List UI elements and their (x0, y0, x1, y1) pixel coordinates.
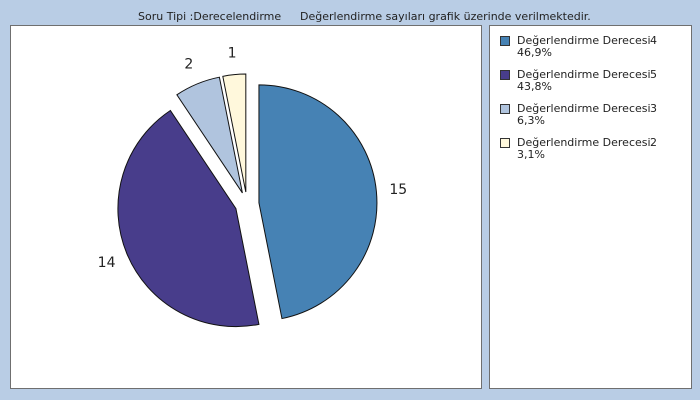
legend-code: 2 (650, 136, 657, 149)
pie-slice-3 (176, 76, 243, 194)
pie-value-label-3: 2 (184, 57, 193, 73)
pie-slice-5 (117, 109, 260, 328)
chart-header: Soru Tipi :Derecelendirme Değerlendirme … (0, 10, 700, 26)
pie-value-label-2: 1 (228, 46, 237, 62)
legend-code: 4 (650, 34, 657, 47)
legend-swatch (500, 138, 510, 148)
plot-area: 15 14 2 1 (10, 25, 482, 389)
header-note: Değerlendirme sayıları grafik üzerinde v… (300, 10, 591, 23)
legend-label: Değerlendirme Derecesi (517, 102, 651, 115)
pie-chart: 15 14 2 1 (98, 46, 407, 328)
legend-percent: 43,8% (517, 80, 552, 93)
pie-value-label-5: 14 (98, 255, 116, 271)
legend-label: Değerlendirme Derecesi (517, 68, 651, 81)
question-type-label: Soru Tipi :Derecelendirme (138, 10, 282, 23)
legend-percent: 46,9% (517, 46, 552, 59)
legend-code: 5 (650, 68, 657, 81)
legend-label: Değerlendirme Derecesi (517, 136, 651, 149)
pie-value-label-4: 15 (389, 182, 407, 198)
legend-swatch (500, 36, 510, 46)
pie-slice-2 (222, 73, 247, 193)
pie-slice-4 (258, 84, 378, 320)
legend: Değerlendirme Derecesi 4 46,9% Değerlendirm… (489, 25, 692, 389)
legend-percent: 6,3% (517, 114, 545, 127)
legend-swatch (500, 104, 510, 114)
legend-label: Değerlendirme Derecesi (517, 34, 651, 47)
legend-percent: 3,1% (517, 148, 545, 161)
legend-code: 3 (650, 102, 657, 115)
legend-swatch (500, 70, 510, 80)
